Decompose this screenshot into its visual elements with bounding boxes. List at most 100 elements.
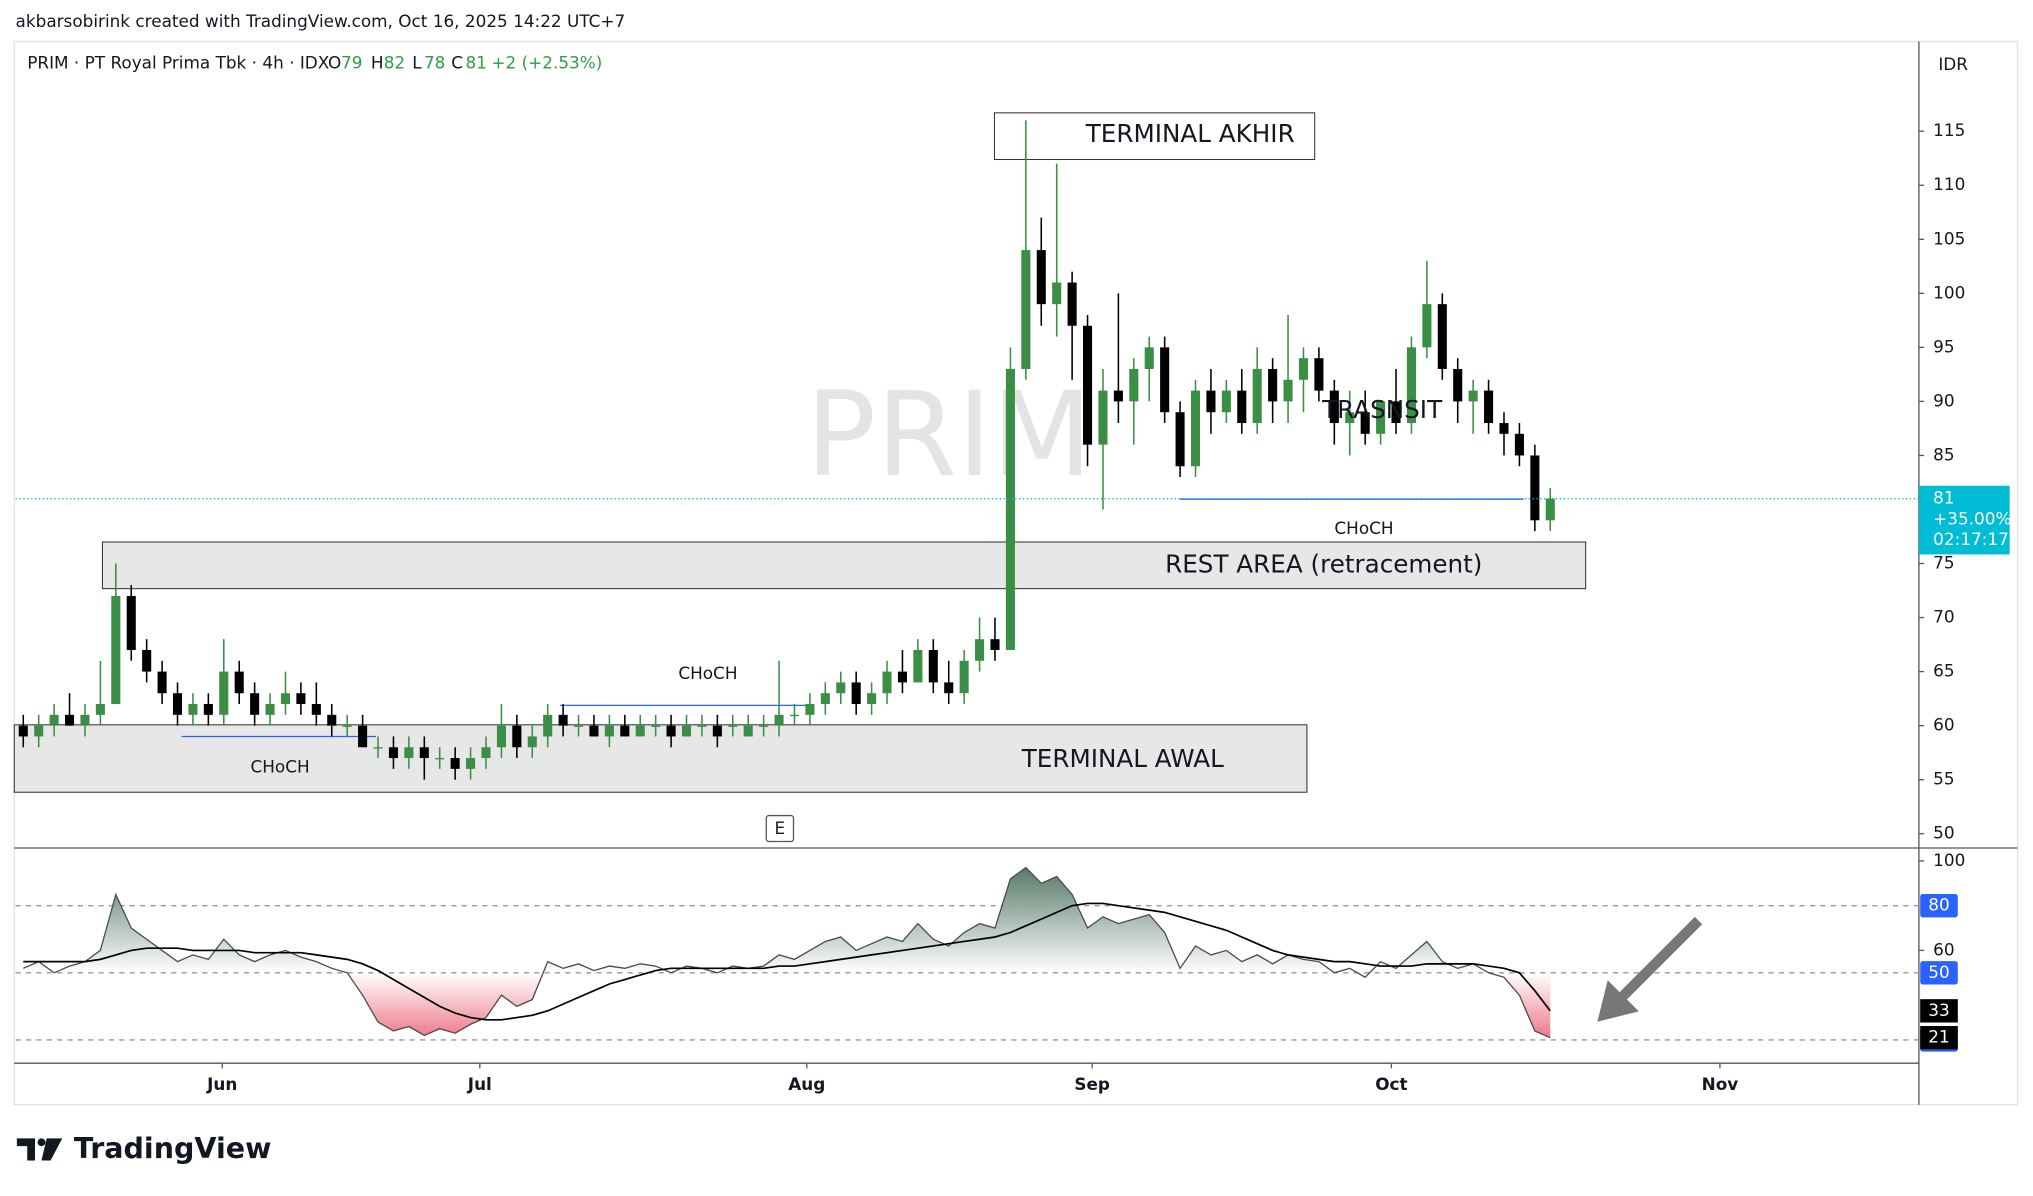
annotation: TERMINAL AWAL [1021,744,1224,773]
candle-body [1468,390,1478,402]
candle-body [1391,401,1401,424]
candle-body [1021,250,1031,369]
frame [13,40,2019,1106]
candle-body [450,758,460,769]
candle-body [990,639,1000,650]
candle-body [1283,379,1293,402]
candle-body [1144,347,1154,369]
legend-label: O [328,53,341,73]
candle-body [1422,304,1432,348]
candle-body [1113,390,1123,402]
event-marker[interactable] [765,814,795,843]
candle-body [589,725,599,737]
candle-body [1237,390,1247,424]
candle-body [1453,368,1463,402]
rsi-ma-line [23,902,1551,1021]
x-tick-label: Jul [467,1074,492,1094]
candle-body [1484,390,1494,424]
candle-body [126,595,136,650]
candle-body [1190,390,1201,467]
candle-body [203,704,213,715]
y-tick-label: 50 [1933,823,1954,843]
candle-body [1530,455,1540,521]
candle-body [265,704,275,715]
candle-body [1252,368,1262,424]
candle-body [188,704,198,715]
candle-body [759,725,769,727]
candle-body [620,725,630,737]
candle-body [635,725,645,737]
candle-body [311,704,321,715]
candle-body [897,671,907,683]
candle-body [527,736,537,748]
candle-body [111,595,121,705]
event-label: E [775,818,786,838]
last-price-box [1918,485,2010,555]
candle-body [512,725,522,748]
logo-text: TradingView [74,1132,272,1165]
candle-body [1499,423,1509,434]
candle-body [1206,390,1216,413]
candle-body [1005,368,1015,650]
candle-body [388,747,398,759]
logo-mark [16,1138,36,1161]
candle-body [743,725,753,737]
candle-body [1067,282,1077,326]
logo-mark [41,1138,63,1161]
legend-value: 82 [384,53,405,73]
y-tick-label: 95 [1933,336,1954,356]
candle-body [1175,412,1185,467]
candle-body [142,649,152,672]
currency: IDR [1938,54,1968,74]
candle-body [65,714,75,726]
candles [18,120,1555,780]
candle-body [1052,282,1062,305]
rsi-pane: 100608050203321 [15,850,1965,1052]
y-tick-label: 70 [1933,607,1954,627]
x-tick-label: Nov [1702,1074,1739,1094]
choch-label: CHoCH [678,663,737,683]
legend-value: 78 [424,53,445,73]
candle-body [80,714,90,726]
candle-body [373,747,383,749]
legend-value: 81 [465,53,486,73]
rsi-axis-labels: 8050203321 [1920,893,1958,1052]
level-label: 50 [1928,962,1949,982]
candle-body [681,725,692,737]
overbought-fill [23,867,1489,973]
choch-label: CHoCH [250,757,309,777]
level-label: 80 [1928,895,1949,915]
logo-mark [37,1138,46,1147]
candle-body [1298,358,1309,380]
y-tick-label: 55 [1933,769,1954,789]
candle-body [404,747,414,759]
candle-body [604,725,614,737]
candle-body [712,725,722,737]
annotation: TERMINAL AKHIR [1085,119,1295,148]
candle-body [975,639,985,661]
credit: akbarsobirink created with TradingView.c… [16,11,626,31]
candle-body [481,747,491,759]
candle-body [820,693,830,705]
x-tick-label: Jun [206,1074,237,1094]
value-label: 33 [1928,1000,1949,1020]
candle-body [49,714,59,726]
y-tick-label: 75 [1933,553,1954,573]
logo: TradingView [16,1132,272,1165]
candle-body [882,671,892,694]
annotation: REST AREA (retracement) [1165,549,1482,578]
y-tick-label: 115 [1933,120,1965,140]
candle-body [913,649,923,683]
arrow [1617,916,1703,1003]
candle-body [280,693,291,705]
y-tick-label: 110 [1933,174,1965,194]
candle-body [1345,412,1355,424]
candle-body [774,714,784,726]
candle-body [651,725,661,727]
legend-value: 79 [341,53,362,73]
x-tick-label: Aug [788,1074,825,1094]
watermark: PRIM [806,367,1093,503]
candle-body [867,693,877,705]
